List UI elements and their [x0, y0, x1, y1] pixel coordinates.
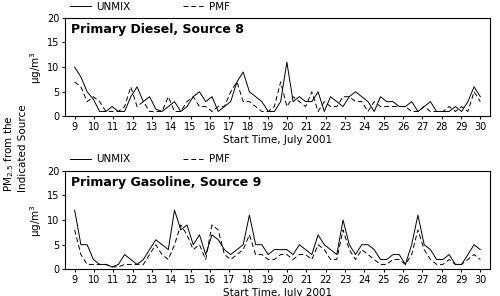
X-axis label: Start Time, July 2001: Start Time, July 2001	[223, 135, 332, 145]
Text: PM$_{2.5}$ from the
Indicated Source: PM$_{2.5}$ from the Indicated Source	[2, 104, 28, 192]
Text: Primary Gasoline, Source 9: Primary Gasoline, Source 9	[72, 176, 262, 189]
Y-axis label: μg/m$^3$: μg/m$^3$	[28, 204, 44, 237]
Y-axis label: μg/m$^3$: μg/m$^3$	[28, 51, 44, 83]
Text: Primary Diesel, Source 8: Primary Diesel, Source 8	[72, 23, 244, 36]
Legend: UNMIX, PMF: UNMIX, PMF	[70, 155, 230, 165]
X-axis label: Start Time, July 2001: Start Time, July 2001	[223, 288, 332, 296]
Legend: UNMIX, PMF: UNMIX, PMF	[70, 1, 230, 12]
